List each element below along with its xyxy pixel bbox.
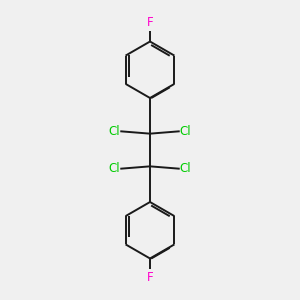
Text: Cl: Cl: [109, 162, 120, 175]
Text: Cl: Cl: [109, 125, 120, 138]
Text: Cl: Cl: [180, 125, 191, 138]
Text: F: F: [147, 16, 153, 29]
Text: F: F: [147, 271, 153, 284]
Text: Cl: Cl: [180, 162, 191, 175]
